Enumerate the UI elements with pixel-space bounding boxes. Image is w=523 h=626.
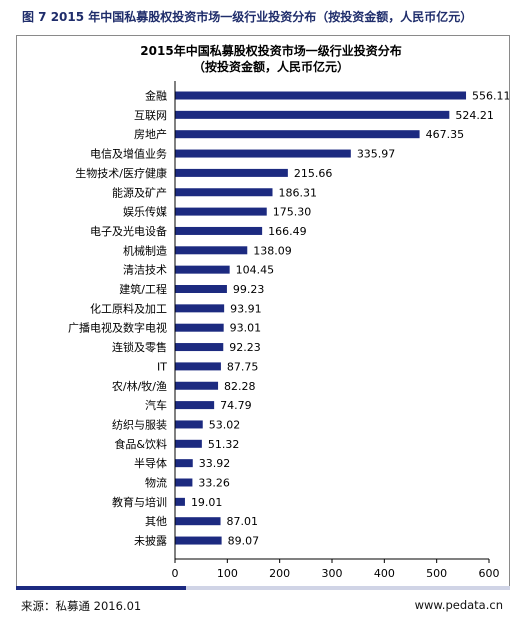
bar [175, 188, 273, 197]
value-label: 467.35 [426, 128, 465, 141]
figure-title: 图 7 2015 年中国私募股权投资市场一级行业投资分布（按投资金额，人民币亿元… [22, 10, 473, 24]
bar [175, 343, 224, 352]
category-label: 汽车 [145, 398, 167, 412]
x-tick-label: 500 [426, 567, 447, 580]
category-label: 纺织与服装 [112, 417, 167, 431]
bar [175, 517, 221, 526]
bar [175, 265, 230, 274]
value-label: 19.01 [191, 496, 223, 509]
category-label: 其他 [145, 515, 167, 528]
value-label: 175.30 [273, 206, 312, 219]
value-label: 87.01 [227, 515, 258, 528]
category-label: 建筑/工程 [119, 282, 167, 296]
bar [175, 536, 222, 545]
category-label: 未披露 [134, 534, 167, 548]
value-label: 524.21 [455, 109, 494, 122]
category-label: 连锁及零售 [112, 340, 167, 354]
bar [175, 91, 467, 100]
category-label: 娱乐传媒 [123, 205, 167, 219]
value-label: 74.79 [220, 399, 252, 412]
value-label: 92.23 [229, 341, 261, 354]
website-link[interactable]: www.pedata.cn [414, 598, 503, 612]
value-label: 53.02 [209, 418, 241, 431]
bar [175, 381, 219, 390]
value-label: 556.11 [472, 90, 509, 103]
bar [175, 149, 351, 158]
x-tick-label: 200 [269, 567, 290, 580]
category-label: IT [157, 360, 167, 373]
bar [175, 420, 203, 429]
category-label: 教育与培训 [112, 495, 167, 509]
category-label: 能源及矿产 [112, 185, 167, 199]
value-label: 33.26 [198, 477, 230, 490]
bar [175, 110, 450, 119]
category-label: 生物技术/医疗健康 [75, 166, 167, 180]
value-label: 215.66 [294, 167, 333, 180]
category-label: 电子及光电设备 [90, 224, 167, 238]
category-label: 广播电视及数字电视 [68, 321, 167, 335]
value-label: 51.32 [208, 438, 240, 451]
bar [175, 362, 221, 371]
category-label: 电信及增值业务 [90, 147, 167, 161]
value-label: 335.97 [357, 148, 396, 161]
chart-frame: 2015年中国私募股权投资市场一级行业投资分布 （按投资金额，人民币亿元） 金融… [16, 35, 511, 587]
category-label: 房地产 [134, 127, 167, 141]
bar-chart: 2015年中国私募股权投资市场一级行业投资分布 （按投资金额，人民币亿元） 金融… [68, 43, 511, 580]
category-label: 半导体 [134, 456, 167, 470]
bar [175, 246, 248, 255]
footer-divider [16, 586, 510, 590]
value-label: 93.91 [230, 302, 262, 315]
value-label: 104.45 [236, 264, 275, 277]
x-tick-label: 400 [374, 567, 395, 580]
bar [175, 285, 227, 293]
footer-divider-accent [16, 586, 186, 590]
bar [175, 478, 193, 487]
value-label: 87.75 [227, 360, 258, 373]
chart-subtitle: （按投资金额，人民币亿元） [193, 59, 349, 74]
bars-group: 金融 556.11 互联网 524.21 房地产 467.35 电信及增值业务 335.97 生… [68, 89, 511, 548]
category-label: 互联网 [134, 109, 167, 122]
bar [175, 226, 263, 235]
x-tick-label: 100 [217, 567, 238, 580]
x-tick-label: 600 [479, 567, 500, 580]
bar [175, 304, 225, 313]
bar [175, 459, 193, 468]
category-label: 化工原料及加工 [90, 301, 167, 315]
bar [175, 439, 202, 448]
category-label: 农/林/牧/渔 [112, 379, 167, 393]
chart-title: 2015年中国私募股权投资市场一级行业投资分布 [140, 43, 401, 58]
bar [175, 130, 420, 139]
value-label: 138.09 [253, 244, 291, 257]
axes-group: 0 100 200 300 400 500 600 [172, 81, 500, 580]
value-label: 166.49 [268, 225, 307, 238]
category-label: 清洁技术 [123, 264, 167, 277]
x-tick-label: 300 [322, 567, 343, 580]
value-label: 93.01 [230, 322, 262, 335]
value-label: 89.07 [228, 535, 259, 548]
bar [175, 207, 267, 216]
value-label: 99.23 [233, 283, 264, 296]
source-note: 来源：私募通 2016.01 [21, 599, 142, 613]
bar [175, 323, 224, 332]
category-label: 金融 [145, 89, 167, 103]
bar [175, 168, 288, 177]
x-tick-label: 0 [172, 567, 179, 580]
category-label: 机械制造 [123, 243, 167, 257]
bar [175, 401, 215, 410]
category-label: 食品&饮料 [114, 437, 167, 451]
category-label: 物流 [145, 476, 167, 490]
bar [175, 497, 185, 506]
value-label: 33.92 [199, 457, 231, 470]
value-label: 82.28 [224, 380, 256, 393]
value-label: 186.31 [279, 186, 318, 199]
